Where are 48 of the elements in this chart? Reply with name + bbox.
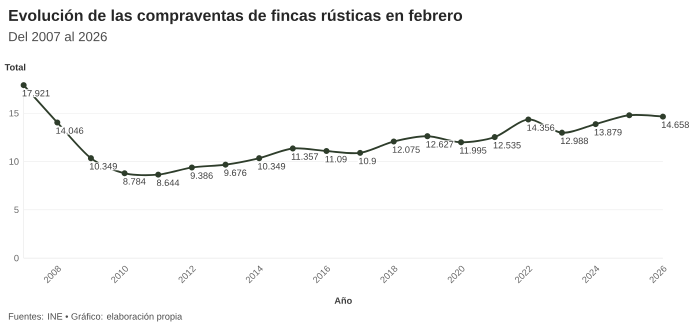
y-tick-label: 10	[9, 158, 19, 165]
data-label: 8.644	[156, 179, 180, 186]
y-axis-title: Total	[4, 64, 26, 70]
data-label: 17.921	[22, 90, 50, 96]
point	[390, 138, 397, 145]
point	[122, 170, 128, 176]
data-label: 14.046	[56, 127, 84, 134]
data-label: 12.988	[560, 138, 588, 144]
data-label: 13.879	[594, 128, 622, 136]
data-label: 10.349	[258, 163, 286, 170]
source-note: Fuentes: INE • Gráfico: elaboración propia	[8, 312, 182, 322]
point	[290, 145, 296, 152]
point	[660, 114, 666, 120]
y-tick-label: 5	[14, 206, 19, 213]
point	[525, 116, 532, 122]
x-axis-title: Año	[334, 297, 352, 304]
point	[357, 150, 364, 156]
point	[592, 121, 599, 128]
point	[558, 130, 566, 136]
data-label: 11.09	[325, 156, 347, 162]
data-label: 9.386	[190, 172, 213, 179]
point	[458, 139, 464, 146]
point	[424, 133, 430, 140]
chart-title: Evolución de las compraventas de fincas rústicas en febrero	[9, 9, 462, 24]
y-tick-label: 15	[9, 110, 19, 116]
point	[188, 164, 195, 170]
data-label: 8.784	[123, 178, 146, 185]
point	[492, 134, 498, 140]
data-label: 12.627	[426, 141, 454, 148]
point	[222, 162, 229, 168]
y-tick-label: 0	[14, 254, 19, 262]
point	[54, 119, 60, 126]
data-label: 12.535	[494, 142, 521, 148]
data-label: 11.995	[460, 147, 486, 154]
data-label: 10.349	[90, 163, 117, 170]
data-label: 12.075	[392, 146, 420, 153]
point	[256, 155, 262, 162]
point	[323, 148, 330, 154]
data-label: 11.357	[292, 153, 318, 160]
point	[155, 172, 162, 178]
data-label: 14.658	[662, 121, 689, 128]
chart-subtitle: Del 2007 al 2026	[9, 32, 107, 42]
point	[88, 155, 94, 162]
point	[20, 82, 27, 88]
data-label: 14.356	[527, 124, 554, 131]
point	[626, 112, 632, 118]
data-label: 9.676	[224, 170, 246, 176]
data-label: 10.9	[359, 158, 376, 164]
